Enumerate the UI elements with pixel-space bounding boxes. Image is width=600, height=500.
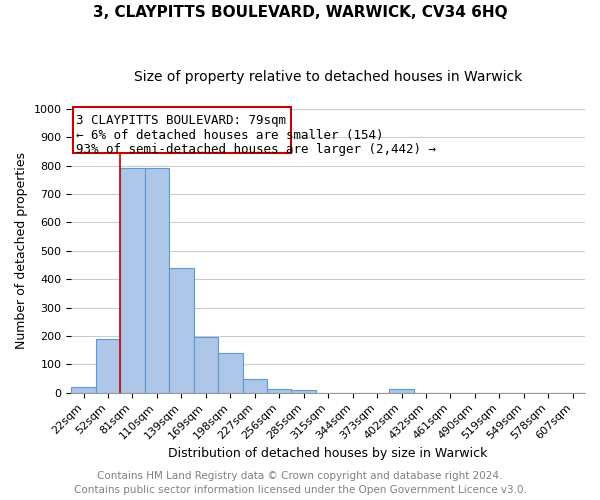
Text: ← 6% of detached houses are smaller (154): ← 6% of detached houses are smaller (154… <box>76 128 383 141</box>
Bar <box>292 390 316 392</box>
FancyBboxPatch shape <box>73 108 292 153</box>
Bar <box>218 353 242 393</box>
X-axis label: Distribution of detached houses by size in Warwick: Distribution of detached houses by size … <box>169 447 488 460</box>
Text: 3 CLAYPITTS BOULEVARD: 79sqm: 3 CLAYPITTS BOULEVARD: 79sqm <box>76 114 286 128</box>
Bar <box>120 168 145 392</box>
Text: Contains HM Land Registry data © Crown copyright and database right 2024.
Contai: Contains HM Land Registry data © Crown c… <box>74 471 526 495</box>
Bar <box>71 387 96 392</box>
Title: Size of property relative to detached houses in Warwick: Size of property relative to detached ho… <box>134 70 522 84</box>
Text: 3, CLAYPITTS BOULEVARD, WARWICK, CV34 6HQ: 3, CLAYPITTS BOULEVARD, WARWICK, CV34 6H… <box>92 5 508 20</box>
Bar <box>194 338 218 392</box>
Bar <box>145 168 169 392</box>
Bar <box>267 390 292 392</box>
Bar <box>242 379 267 392</box>
Bar <box>169 268 194 392</box>
Y-axis label: Number of detached properties: Number of detached properties <box>15 152 28 350</box>
Bar <box>389 390 414 392</box>
Bar <box>96 339 120 392</box>
Text: 93% of semi-detached houses are larger (2,442) →: 93% of semi-detached houses are larger (… <box>76 143 436 156</box>
